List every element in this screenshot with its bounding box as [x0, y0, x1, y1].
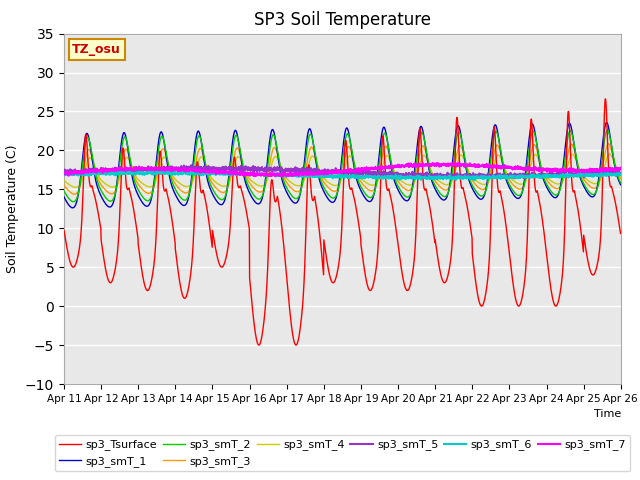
sp3_smT_4	[504, 172, 512, 178]
sp3_smT_6	[470, 178, 478, 183]
sp3_smT_5	[188, 162, 195, 168]
sp3_smT_2	[216, 196, 223, 202]
sp3_smT_4	[216, 182, 223, 188]
sp3_smT_5	[371, 172, 378, 178]
sp3_smT_3	[358, 181, 366, 187]
sp3_smT_7	[504, 163, 512, 169]
sp3_smT_1	[504, 182, 512, 188]
sp3_smT_2	[60, 188, 68, 194]
sp3_smT_7	[60, 170, 68, 176]
sp3_smT_6	[504, 175, 512, 181]
sp3_Tsurface	[358, 253, 366, 259]
sp3_smT_5	[568, 170, 575, 176]
sp3_Tsurface	[602, 96, 609, 102]
sp3_smT_2	[358, 187, 366, 192]
sp3_smT_3	[504, 175, 512, 181]
sp3_Tsurface	[583, 253, 591, 259]
sp3_Tsurface	[255, 342, 263, 348]
sp3_smT_3	[617, 176, 625, 181]
sp3_Tsurface	[504, 240, 512, 246]
sp3_smT_7	[358, 167, 366, 173]
sp3_smT_7	[429, 160, 436, 166]
sp3_smT_2	[69, 199, 77, 204]
Line: sp3_smT_7: sp3_smT_7	[64, 163, 621, 177]
sp3_smT_6	[568, 173, 575, 179]
sp3_smT_5	[358, 168, 366, 174]
sp3_smT_4	[60, 177, 68, 183]
sp3_smT_1	[216, 201, 223, 207]
sp3_smT_1	[583, 189, 591, 195]
sp3_Tsurface	[568, 175, 575, 180]
sp3_smT_5	[617, 171, 625, 177]
sp3_smT_7	[617, 165, 625, 171]
sp3_smT_6	[60, 172, 68, 178]
sp3_smT_5	[216, 165, 223, 171]
sp3_smT_3	[60, 182, 68, 188]
sp3_smT_2	[504, 179, 512, 185]
Line: sp3_smT_3: sp3_smT_3	[64, 144, 621, 194]
sp3_smT_1	[568, 126, 575, 132]
sp3_smT_4	[371, 182, 378, 188]
sp3_Tsurface	[60, 228, 68, 233]
sp3_smT_1	[60, 194, 68, 200]
sp3_smT_7	[215, 169, 223, 175]
sp3_smT_3	[568, 141, 575, 147]
Title: SP3 Soil Temperature: SP3 Soil Temperature	[254, 11, 431, 29]
sp3_smT_3	[605, 141, 612, 146]
sp3_smT_2	[568, 130, 575, 135]
Line: sp3_smT_2: sp3_smT_2	[64, 130, 621, 202]
sp3_smT_6	[584, 173, 591, 179]
sp3_smT_6	[216, 170, 223, 176]
sp3_smT_2	[604, 127, 611, 133]
sp3_Tsurface	[215, 261, 223, 266]
sp3_smT_4	[358, 177, 366, 182]
Text: TZ_osu: TZ_osu	[72, 43, 121, 56]
sp3_smT_1	[603, 120, 611, 125]
sp3_smT_4	[568, 152, 575, 157]
Legend: sp3_Tsurface, sp3_smT_1, sp3_smT_2, sp3_smT_3, sp3_smT_4, sp3_smT_5, sp3_smT_6, : sp3_Tsurface, sp3_smT_1, sp3_smT_2, sp3_…	[54, 435, 630, 471]
sp3_smT_3	[583, 180, 591, 186]
sp3_smT_4	[617, 173, 625, 179]
sp3_smT_5	[60, 167, 68, 173]
Line: sp3_smT_5: sp3_smT_5	[64, 165, 621, 179]
sp3_smT_6	[358, 174, 366, 180]
Line: sp3_smT_6: sp3_smT_6	[64, 171, 621, 180]
sp3_smT_2	[371, 189, 378, 194]
sp3_smT_5	[433, 176, 440, 182]
sp3_smT_4	[72, 184, 79, 190]
sp3_smT_1	[68, 205, 76, 211]
Text: Time: Time	[593, 408, 621, 419]
sp3_smT_7	[584, 168, 591, 174]
sp3_smT_7	[371, 166, 378, 172]
sp3_smT_4	[605, 151, 613, 157]
sp3_smT_5	[584, 170, 591, 176]
sp3_smT_7	[278, 174, 285, 180]
Line: sp3_smT_4: sp3_smT_4	[64, 154, 621, 187]
sp3_Tsurface	[371, 276, 378, 281]
sp3_smT_7	[568, 166, 575, 172]
sp3_smT_3	[71, 192, 79, 197]
sp3_smT_5	[504, 174, 512, 180]
sp3_smT_2	[583, 186, 591, 192]
sp3_smT_3	[371, 186, 378, 192]
Y-axis label: Soil Temperature (C): Soil Temperature (C)	[6, 144, 19, 273]
sp3_smT_6	[371, 175, 378, 180]
Line: sp3_smT_1: sp3_smT_1	[64, 122, 621, 208]
sp3_smT_4	[583, 177, 591, 182]
sp3_smT_3	[216, 188, 223, 194]
Line: sp3_Tsurface: sp3_Tsurface	[64, 99, 621, 345]
sp3_smT_6	[617, 171, 625, 177]
sp3_smT_6	[159, 168, 167, 174]
sp3_Tsurface	[617, 230, 625, 236]
sp3_smT_1	[371, 189, 378, 194]
sp3_smT_2	[617, 180, 625, 185]
sp3_smT_1	[358, 191, 366, 196]
sp3_smT_1	[617, 182, 625, 188]
